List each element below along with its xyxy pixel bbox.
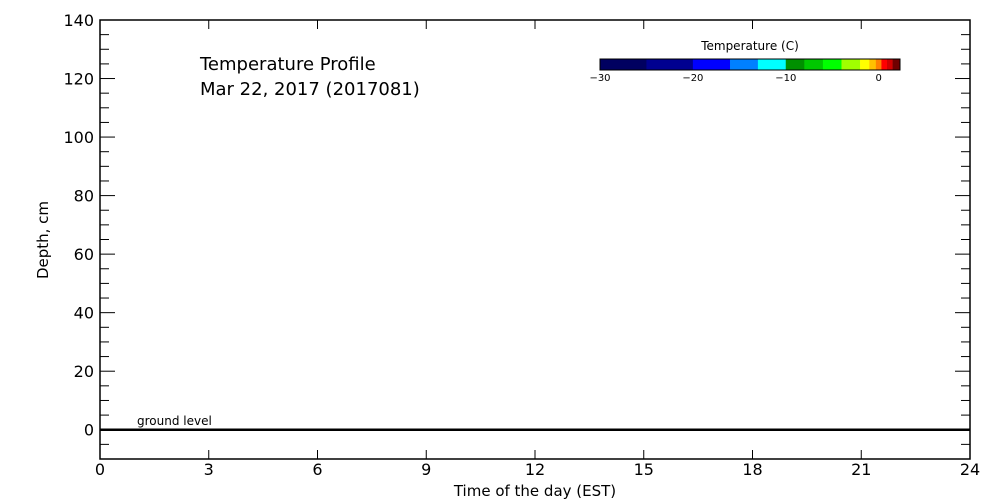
chart-title: Temperature Profile [199, 54, 376, 75]
colorbar-segment [757, 59, 787, 70]
x-tick-label: 12 [525, 460, 545, 479]
colorbar-segment [881, 59, 888, 70]
colorbar-title: Temperature (C) [700, 39, 799, 53]
chart-subtitle: Mar 22, 2017 (2017081) [200, 79, 420, 100]
x-tick-label: 15 [634, 460, 654, 479]
ground-level-label: ground level [137, 414, 212, 428]
axes: 0 20 40 60 80 100 120 140 0 3 6 9 12 15 18 21 24 [63, 11, 980, 479]
colorbar-tick-label: −20 [682, 73, 703, 84]
colorbar-segment [730, 59, 759, 70]
colorbar-segment [692, 59, 731, 70]
colorbar-segment [600, 59, 647, 70]
y-tick-label: 80 [74, 187, 94, 206]
x-tick-label: 18 [742, 460, 762, 479]
colorbar: −30 −20 −10 0 [589, 58, 901, 84]
colorbar-segment [875, 59, 882, 70]
y-tick-label: 100 [63, 128, 94, 147]
x-tick-label: 3 [204, 460, 214, 479]
y-tick-label: 40 [74, 304, 94, 323]
colorbar-segment [869, 59, 877, 70]
colorbar-segment [841, 59, 861, 70]
x-tick-label: 0 [95, 460, 105, 479]
y-tick-label: 120 [63, 70, 94, 89]
y-tick-label: 20 [74, 362, 94, 381]
y-tick-label: 140 [63, 11, 94, 30]
y-tick-label: 0 [84, 421, 94, 440]
x-tick-label: 21 [851, 460, 871, 479]
x-tick-label: 24 [960, 460, 980, 479]
colorbar-frame [599, 58, 901, 71]
colorbar-tick-label: −10 [775, 73, 796, 84]
colorbar-segment [860, 59, 870, 70]
colorbar-segment [822, 59, 842, 70]
y-axis-label: Depth, cm [34, 201, 52, 279]
colorbar-segment [892, 59, 901, 70]
x-tick-label: 9 [421, 460, 431, 479]
colorbar-tick-label: −30 [589, 73, 610, 84]
x-axis-label: Time of the day (EST) [453, 482, 616, 500]
x-tick-label: 6 [312, 460, 322, 479]
colorbar-segment [785, 59, 805, 70]
colorbar-segment [646, 59, 694, 70]
colorbar-segment [804, 59, 824, 70]
y-tick-label: 60 [74, 245, 94, 264]
colorbar-segment [886, 59, 893, 70]
colorbar-tick-label: 0 [875, 73, 881, 84]
